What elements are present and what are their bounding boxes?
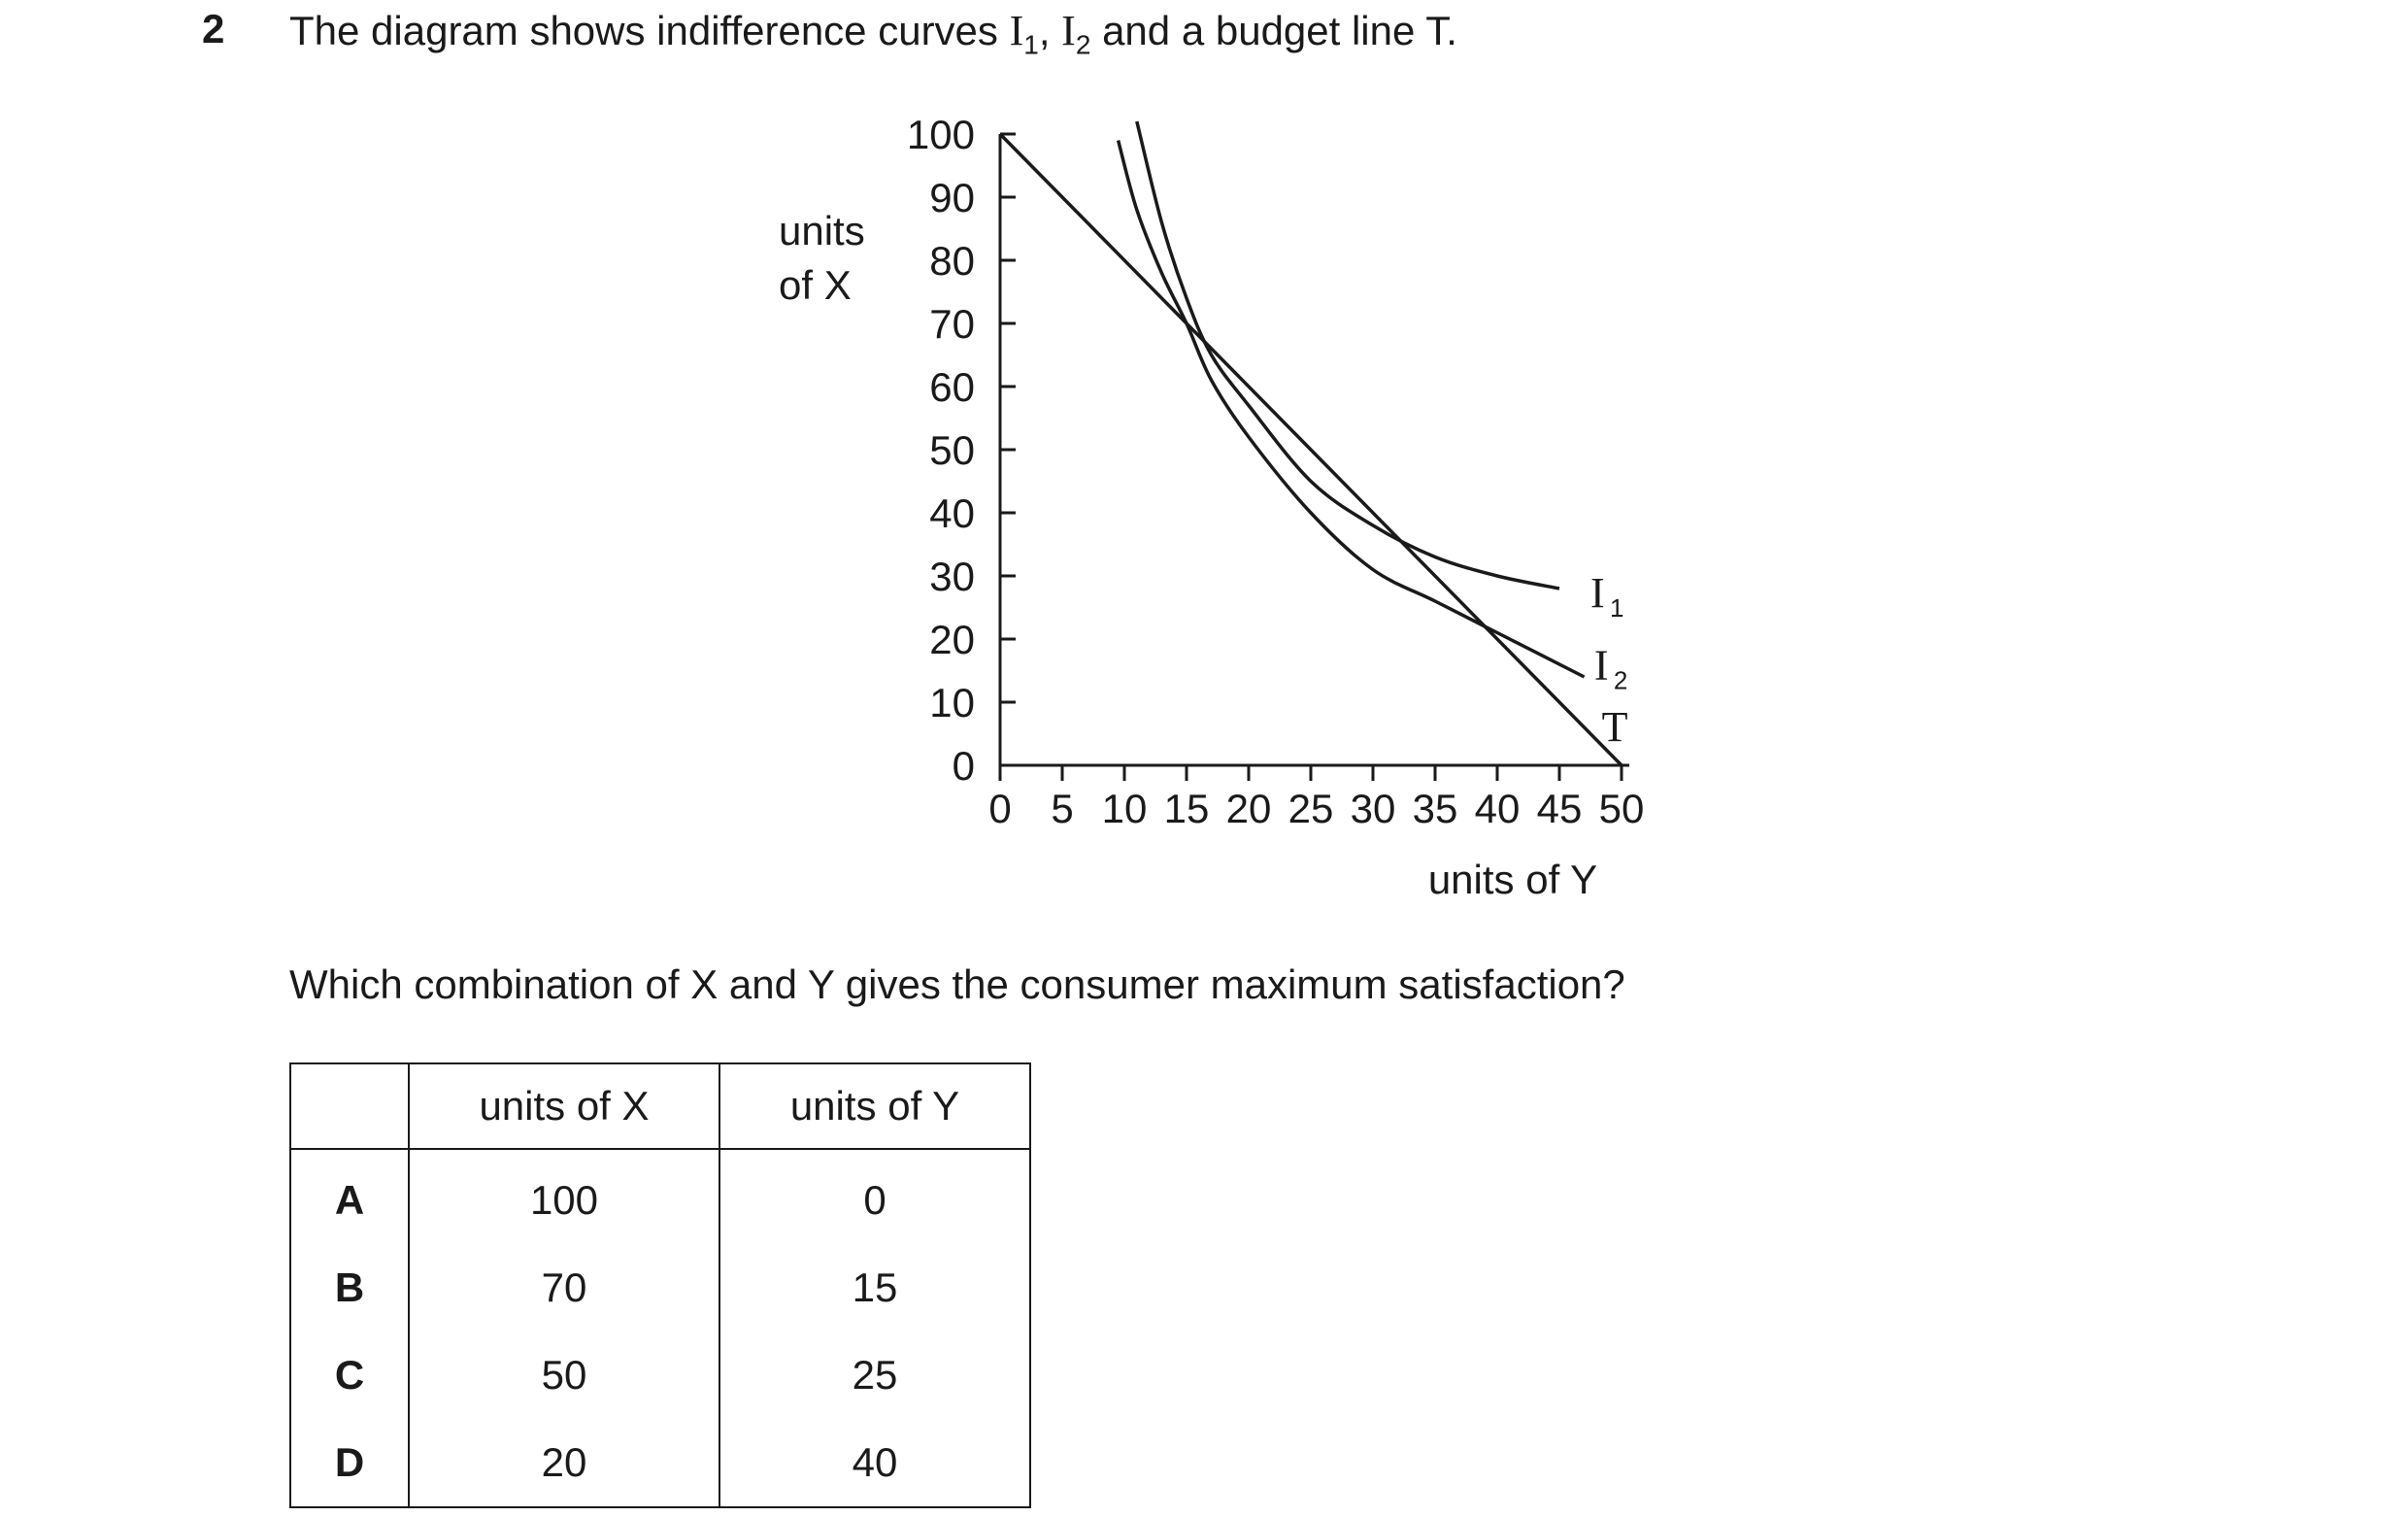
- table-header-units-x: units of X: [408, 1062, 720, 1150]
- y-tick-label: 30: [929, 554, 975, 599]
- y-axis-label-line2: of X: [779, 262, 852, 308]
- x-tick-label: 25: [1288, 786, 1334, 831]
- series-label-i1: I: [1590, 569, 1605, 617]
- table-row: C 50 25: [289, 1332, 1031, 1419]
- y-tick-label: 80: [929, 238, 975, 284]
- x-tick-label: 30: [1351, 786, 1396, 831]
- option-units-x: 20: [408, 1419, 720, 1508]
- option-units-y: 25: [719, 1332, 1031, 1419]
- table-row: B 70 15: [289, 1244, 1031, 1332]
- y-axis-label-line1: units: [779, 208, 865, 253]
- option-letter: A: [289, 1148, 410, 1244]
- option-letter: C: [289, 1332, 410, 1419]
- y-tick-label: 20: [929, 617, 975, 662]
- x-tick-label: 50: [1599, 786, 1645, 831]
- option-units-x: 50: [408, 1332, 720, 1419]
- question-stem: The diagram shows indifference curves I1…: [289, 6, 1457, 60]
- y-tick-label: 90: [929, 175, 975, 220]
- i2-subscript: 2: [1075, 29, 1091, 60]
- series-label-i1-subscript: 1: [1610, 593, 1623, 623]
- i1-subscript: 1: [1023, 29, 1039, 60]
- stem-prefix: The diagram shows indifference curves: [289, 8, 1010, 53]
- table-row: D 20 40: [289, 1419, 1031, 1508]
- x-tick-label: 20: [1226, 786, 1272, 831]
- question-number: 2: [202, 6, 225, 51]
- x-axis-label: units of Y: [1428, 857, 1597, 902]
- i1-symbol: I: [1009, 7, 1024, 54]
- answer-options-table: units of X units of Y A 100 0 B 70 15 C …: [289, 1062, 1031, 1508]
- series-label-i2: I: [1594, 641, 1609, 689]
- table-header-blank: [289, 1062, 410, 1150]
- x-tick-label: 0: [988, 786, 1011, 831]
- option-units-x: 100: [408, 1148, 720, 1244]
- option-letter: B: [289, 1244, 410, 1332]
- x-tick-label: 45: [1537, 786, 1583, 831]
- y-tick-label: 10: [929, 680, 975, 725]
- question-prompt: Which combination of X and Y gives the c…: [289, 961, 1625, 1007]
- x-tick-label: 40: [1475, 786, 1521, 831]
- series-line-i1: [1135, 120, 1560, 590]
- series-line-t: [998, 132, 1623, 767]
- y-tick-label: 50: [929, 427, 975, 473]
- option-units-y: 40: [719, 1419, 1031, 1508]
- y-tick-label: 70: [929, 301, 975, 347]
- series-line-i2: [1116, 140, 1586, 679]
- series-label-t: T: [1602, 703, 1628, 751]
- x-tick-label: 15: [1164, 786, 1210, 831]
- option-units-x: 70: [408, 1244, 720, 1332]
- table-header-units-y: units of Y: [719, 1062, 1031, 1150]
- x-tick-label: 35: [1413, 786, 1458, 831]
- y-tick-label: 100: [907, 112, 975, 157]
- option-units-y: 15: [719, 1244, 1031, 1332]
- option-units-y: 0: [719, 1148, 1031, 1244]
- stem-separator: ,: [1038, 8, 1062, 53]
- y-tick-label: 60: [929, 364, 975, 410]
- series-label-i2-subscript: 2: [1614, 665, 1627, 694]
- table-row: A 100 0: [289, 1148, 1031, 1244]
- x-tick-label: 5: [1051, 786, 1073, 831]
- i2-symbol: I: [1061, 7, 1076, 54]
- y-tick-label: 40: [929, 490, 975, 536]
- x-tick-label: 10: [1102, 786, 1148, 831]
- y-tick-label: 0: [953, 743, 975, 789]
- stem-suffix: and a budget line T.: [1090, 8, 1457, 53]
- table-header-row: units of X units of Y: [289, 1062, 1031, 1150]
- option-letter: D: [289, 1419, 410, 1508]
- y-axis-label: units of X: [779, 208, 865, 308]
